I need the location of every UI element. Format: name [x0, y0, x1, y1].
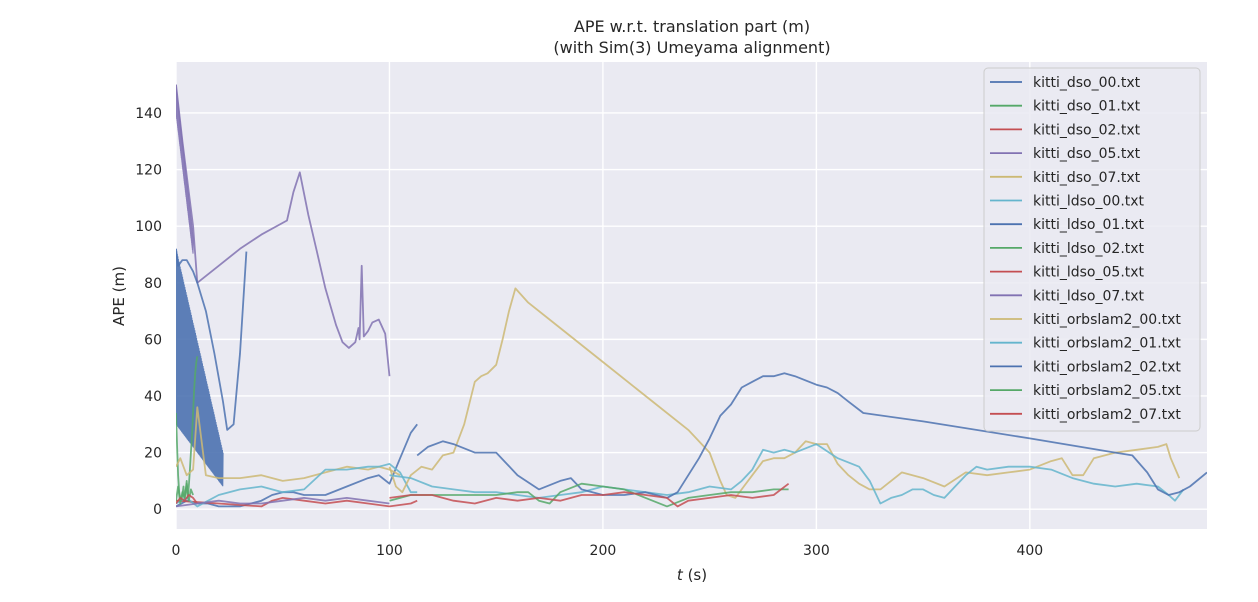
legend-label-14: kitti_orbslam2_07.txt [1033, 407, 1181, 423]
legend-label-2: kitti_dso_02.txt [1033, 122, 1141, 138]
x-tick-label: 400 [1016, 543, 1043, 559]
series-line-10 [388, 287, 1181, 499]
y-tick-label: 80 [144, 276, 162, 292]
series-line-3 [176, 84, 391, 377]
legend-label-3: kitti_dso_05.txt [1033, 146, 1141, 162]
legend-label-6: kitti_ldso_01.txt [1033, 217, 1145, 233]
legend-label-4: kitti_dso_07.txt [1033, 170, 1141, 186]
legend-label-8: kitti_ldso_05.txt [1033, 265, 1145, 281]
series-line-14 [389, 482, 790, 508]
series-line-12 [416, 372, 1207, 499]
series-line-11 [389, 443, 1185, 505]
chart-title: APE w.r.t. translation part (m) [574, 17, 810, 36]
series-line-4 [176, 406, 401, 482]
legend-label-10: kitti_orbslam2_00.txt [1033, 312, 1181, 328]
y-tick-label: 20 [144, 446, 162, 462]
y-tick-label: 60 [144, 332, 162, 348]
series-line-7 [176, 482, 194, 505]
x-tick-label: 300 [803, 543, 830, 559]
x-axis-label: t (s) [677, 566, 707, 584]
legend-label-11: kitti_orbslam2_01.txt [1033, 336, 1181, 352]
series-line-8 [176, 494, 199, 505]
legend-label-0: kitti_dso_00.txt [1033, 75, 1141, 91]
y-tick-label: 140 [135, 106, 162, 122]
plot-clip [176, 84, 1207, 508]
tick-labels: 0 100 200 300 400 0 20 40 60 80 100 120 140 [135, 106, 1043, 559]
series-line-5 [176, 463, 418, 508]
x-tick-label: 200 [590, 543, 617, 559]
y-tick-label: 120 [135, 163, 162, 179]
series-lines [176, 84, 1207, 508]
legend: kitti_dso_00.txt kitti_dso_01.txt kitti_ds… [983, 67, 1201, 432]
series-line-2 [176, 497, 418, 508]
oscillation-band-0 [176, 248, 224, 487]
x-tick-label: 0 [172, 543, 181, 559]
legend-label-5: kitti_ldso_00.txt [1033, 194, 1145, 210]
chart-subtitle: (with Sim(3) Umeyama alignment) [553, 38, 830, 57]
x-tick-label: 100 [376, 543, 403, 559]
legend-label-12: kitti_orbslam2_02.txt [1033, 359, 1181, 375]
legend-label-13: kitti_orbslam2_05.txt [1033, 383, 1181, 399]
y-tick-label: 100 [135, 219, 162, 235]
series-line-13 [389, 482, 789, 508]
y-axis-label: APE (m) [110, 266, 128, 326]
legend-label-9: kitti_ldso_07.txt [1033, 288, 1145, 304]
y-tick-label: 40 [144, 389, 162, 405]
legend-label-7: kitti_ldso_02.txt [1033, 241, 1145, 257]
series-line-6 [176, 248, 248, 431]
y-tick-label: 0 [153, 502, 162, 518]
legend-label-1: kitti_dso_01.txt [1033, 99, 1141, 115]
legend-box [983, 67, 1201, 432]
series-line-9 [176, 497, 390, 508]
